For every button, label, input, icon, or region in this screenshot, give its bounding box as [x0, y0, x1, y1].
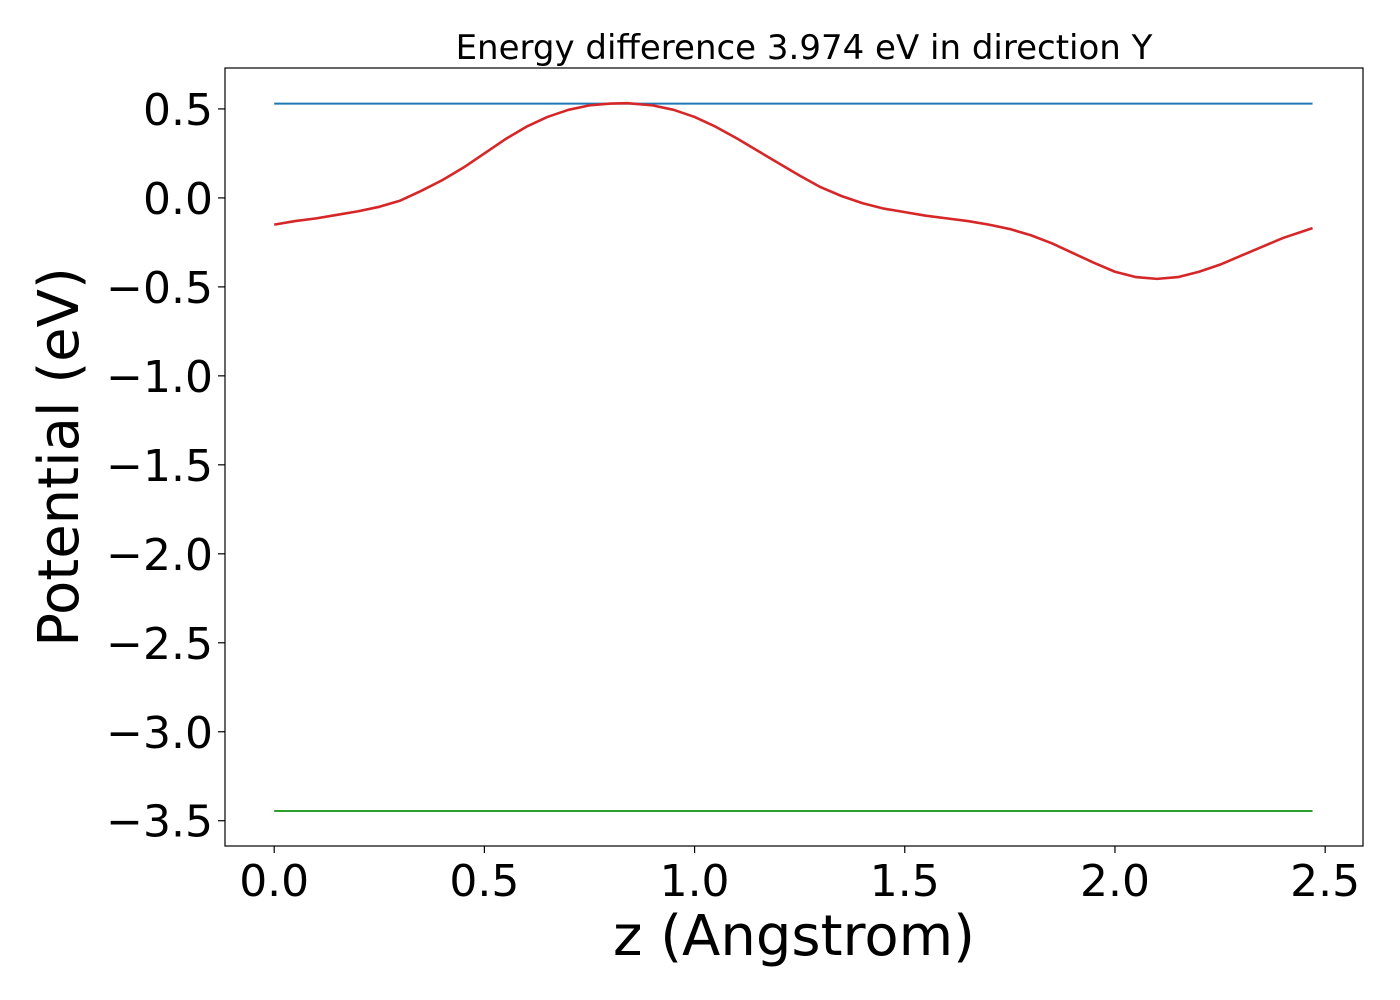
- series-line-2: [273, 101, 1313, 281]
- x-tick-label: 2.5: [1290, 856, 1360, 907]
- y-tick-label: −3.0: [106, 708, 213, 759]
- y-tick-label: −2.0: [106, 530, 213, 581]
- y-tick-label: −1.0: [106, 352, 213, 403]
- y-axis-label: Potential (eV): [27, 267, 92, 647]
- x-tick-label: 0.5: [449, 856, 519, 907]
- y-tick-label: −2.5: [106, 619, 213, 670]
- y-tick-label: −0.5: [106, 263, 213, 314]
- y-tick-label: −1.5: [106, 441, 213, 492]
- x-axis-label: z (Angstrom): [613, 904, 975, 969]
- y-tick-label: 0.0: [143, 174, 213, 225]
- x-tick-label: 1.0: [660, 856, 730, 907]
- x-axis-ticks: 0.0 0.5 1.0 1.5 2.0 2.5: [239, 846, 1360, 907]
- y-axis-ticks: 0.5 0.0 −0.5 −1.0 −1.5 −2.0 −2.5 −3.0 −3.5: [106, 85, 225, 848]
- plot-frame: [224, 67, 1364, 847]
- chart-title: Energy difference 3.974 eV in direction …: [456, 28, 1153, 68]
- x-tick-label: 1.5: [870, 856, 940, 907]
- y-tick-label: 0.5: [143, 85, 213, 136]
- x-tick-label: 0.0: [239, 856, 309, 907]
- x-tick-label: 2.0: [1080, 856, 1150, 907]
- y-tick-label: −3.5: [106, 797, 213, 848]
- series-layer: [273, 101, 1313, 812]
